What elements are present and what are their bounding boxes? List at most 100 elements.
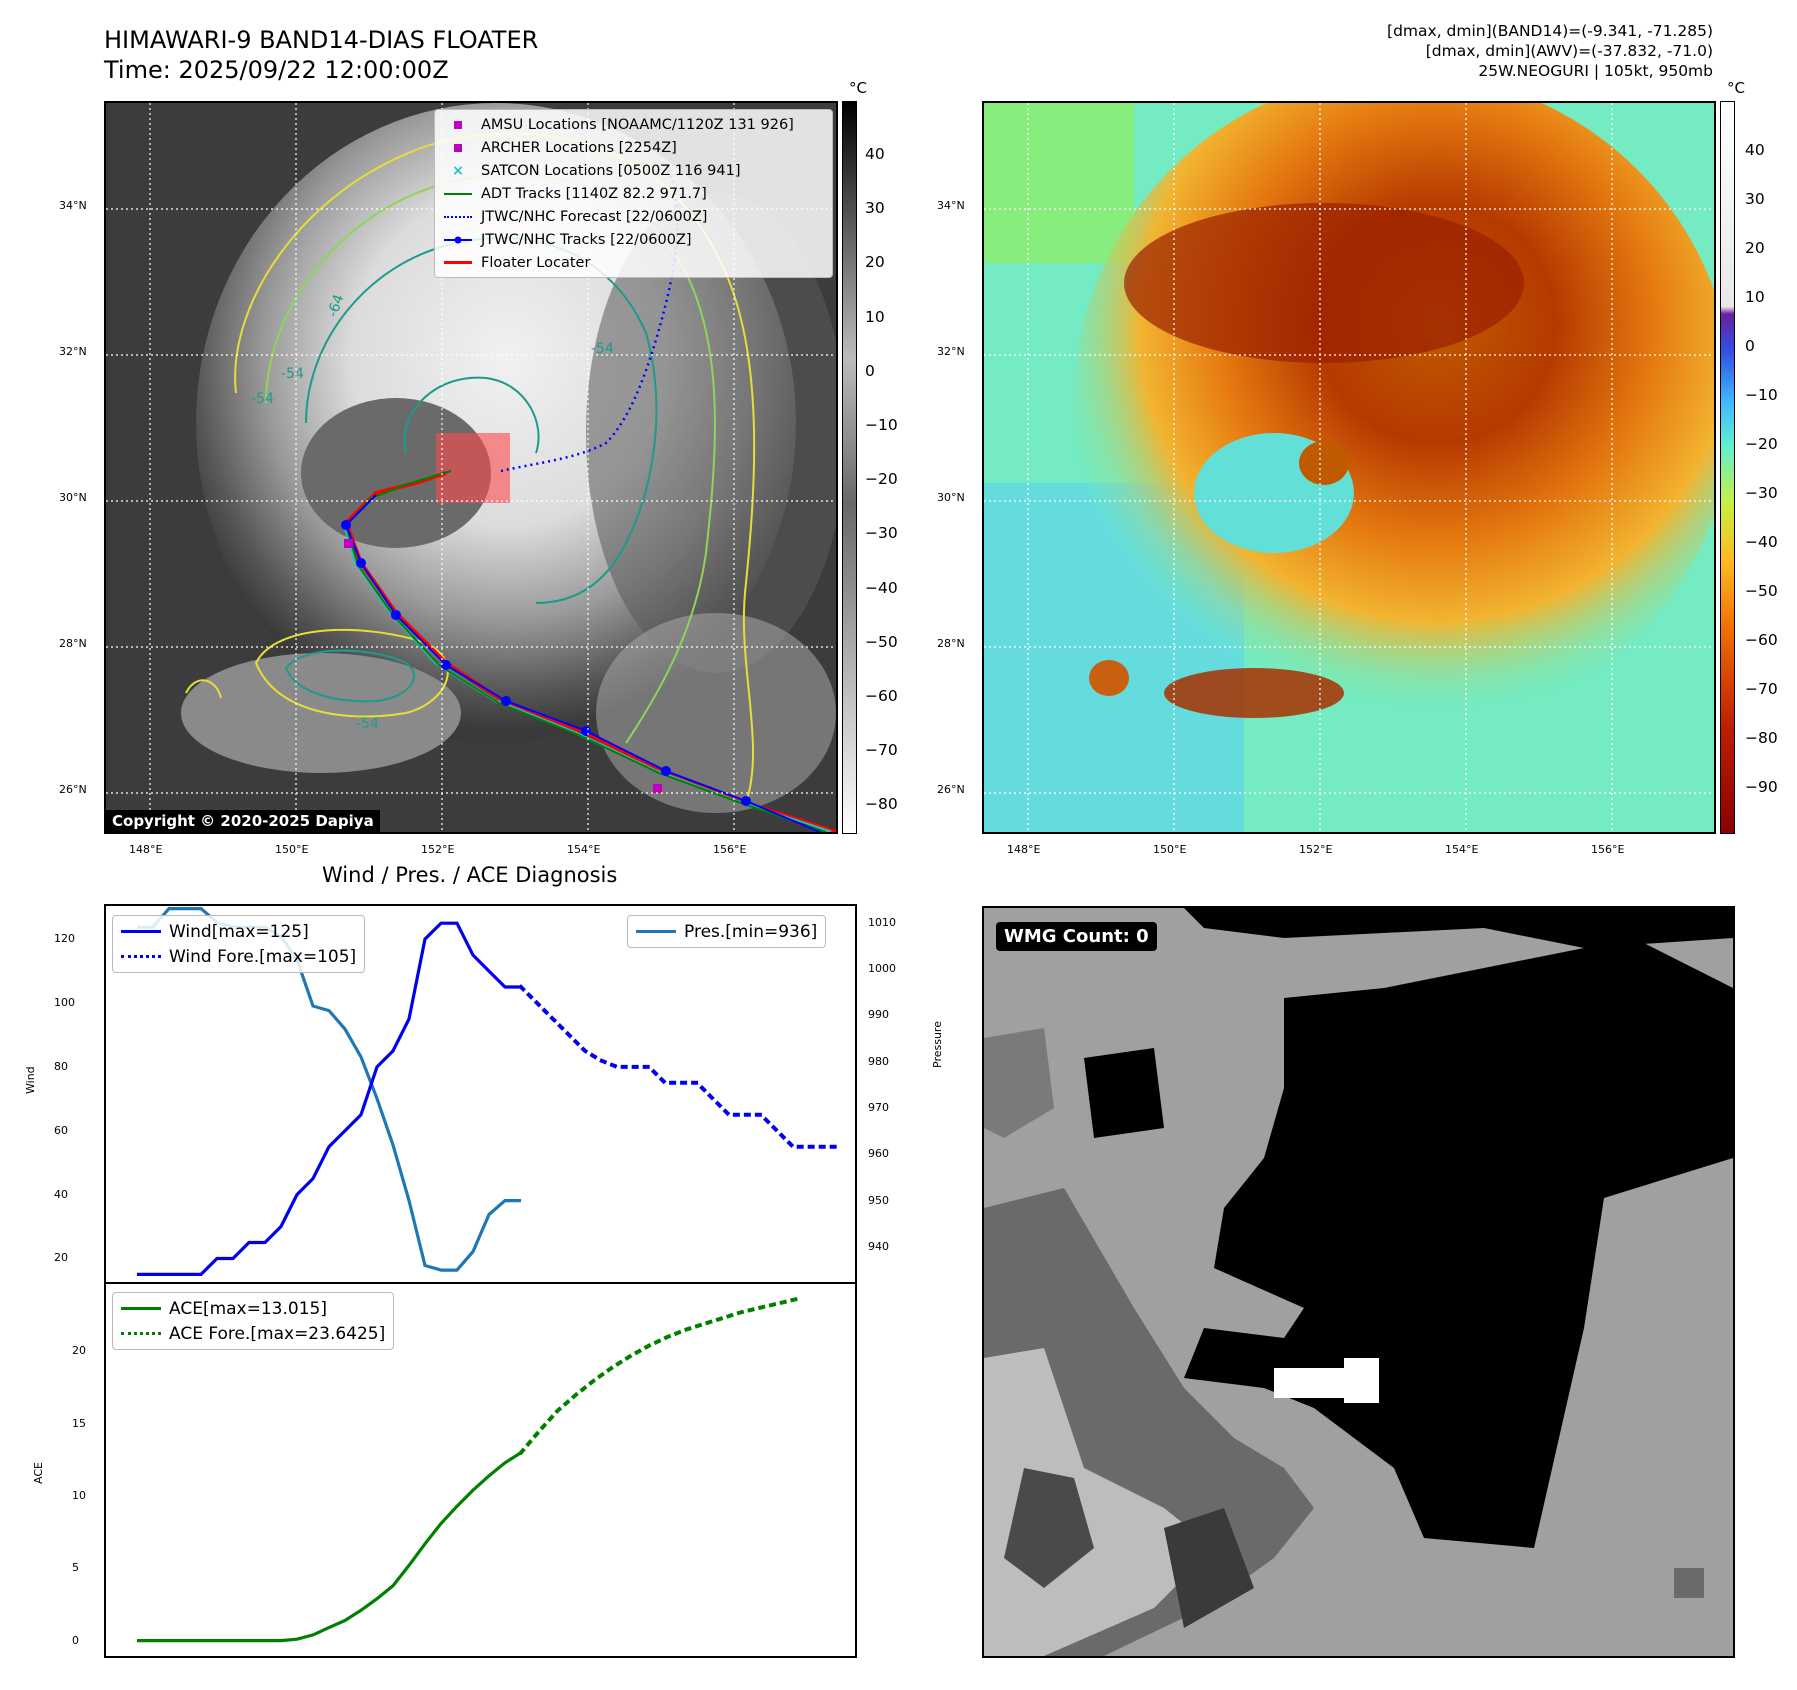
ace-tick-label: 20	[72, 1344, 86, 1358]
grayscale-colorbar	[842, 101, 857, 834]
ace-forecast-line	[518, 1296, 798, 1456]
ace-tick-label: 15	[72, 1416, 86, 1430]
ir-map-panel: -64 -54 -54 -54 -54 Copyright © 20	[104, 101, 838, 834]
copyright-badge: Copyright © 2020-2025 Dapiya	[106, 810, 380, 832]
satcon-x-icon: ×	[452, 162, 464, 179]
colorbar-tick: 30	[1745, 190, 1765, 208]
floater-track	[343, 471, 836, 832]
ace-legend: ACE[max=13.015] ACE Fore.[max=23.6425]	[112, 1292, 395, 1350]
pressure-tick-label: 950	[868, 1193, 889, 1207]
pressure-tick-label: 1000	[868, 961, 896, 975]
ace-line-icon	[121, 1307, 161, 1310]
lat-tick: 26°N	[937, 783, 965, 796]
track-line-dot-icon	[444, 236, 472, 243]
lon-tick: 156°E	[713, 843, 747, 856]
wind-tick-label: 20	[54, 1251, 68, 1265]
legend-item-tracks: JTWC/NHC Tracks [22/0600Z]	[435, 228, 832, 251]
colorbar-tick: −80	[865, 795, 898, 814]
ace-tick-label: 0	[72, 1633, 79, 1647]
pressure-line-icon	[636, 930, 676, 933]
wv-map-gridlines	[984, 103, 1714, 832]
lat-tick: 30°N	[59, 491, 87, 504]
legend-ace: ACE[max=13.015]	[113, 1296, 385, 1321]
ace-tick-label: 10	[72, 1489, 86, 1503]
ace-axis-label: ACE	[32, 1462, 45, 1484]
colorbar-tick: −60	[865, 687, 898, 705]
awv-range-text: [dmax, dmin](AWV)=(-37.832, -71.0)	[1425, 42, 1713, 60]
colorbar-tick: −40	[1745, 533, 1778, 551]
colorbar-tick: −50	[1745, 582, 1778, 600]
wind-tick-label: 80	[54, 1059, 68, 1073]
wind-tick-label: 40	[54, 1187, 68, 1201]
wv-colorbar	[1720, 101, 1735, 834]
forecast-dotted-icon	[444, 215, 472, 218]
wmg-count-badge: WMG Count: 0	[996, 922, 1157, 951]
legend-item-amsu: AMSU Locations [NOAAMC/1120Z 131 926]	[435, 113, 832, 136]
contour-label-4: -54	[356, 716, 379, 732]
wind-tick-label: 60	[54, 1123, 68, 1137]
colorbar-tick: −20	[1745, 435, 1778, 453]
colorbar-tick: 0	[1745, 337, 1755, 355]
ace-dotted-icon	[121, 1332, 161, 1335]
colorbar-tick: 40	[865, 145, 885, 163]
chart-time: Time: 2025/09/22 12:00:00Z	[104, 56, 449, 84]
colorbar-tick: −50	[865, 632, 898, 651]
amsu-marker	[653, 784, 662, 793]
pressure-tick-label: 980	[868, 1054, 889, 1068]
colorbar-tick: −10	[1745, 386, 1778, 404]
colorbar-unit-left: °C	[849, 79, 867, 97]
archer-square-icon	[454, 143, 462, 152]
legend-item-archer: ARCHER Locations [2254Z]	[435, 136, 832, 159]
colorbar-tick: −20	[865, 470, 898, 489]
colorbar-tick: −70	[1745, 680, 1778, 698]
colorbar-tick: −40	[865, 578, 898, 597]
lon-tick: 148°E	[1007, 843, 1041, 856]
legend-item-satcon: × SATCON Locations [0500Z 116 941]	[435, 159, 832, 182]
wind-tick-label: 100	[54, 995, 75, 1009]
pressure-line	[137, 906, 521, 1272]
wv-map-image	[984, 103, 1714, 832]
colorbar-tick: 30	[865, 199, 885, 218]
lat-tick: 28°N	[937, 637, 965, 650]
lon-tick: 148°E	[129, 843, 163, 856]
pressure-tick-label: 970	[868, 1100, 889, 1114]
lon-tick: 152°E	[1299, 843, 1333, 856]
wind-forecast-line	[518, 984, 843, 1149]
lon-tick: 156°E	[1591, 843, 1625, 856]
wind-line-icon	[121, 930, 161, 933]
pressure-legend: Pres.[min=936]	[627, 915, 827, 948]
colorbar-tick: 20	[1745, 239, 1765, 257]
legend-wind-forecast: Wind Fore.[max=105]	[113, 944, 364, 969]
contour-label-3: -54	[591, 341, 614, 357]
colorbar-tick: −30	[1745, 484, 1778, 502]
colorbar-tick: −30	[865, 524, 898, 543]
colorbar-tick: −10	[865, 416, 898, 434]
colorbar-unit-right: °C	[1727, 79, 1745, 97]
legend-wind: Wind[max=125]	[113, 919, 364, 944]
map-legend: AMSU Locations [NOAAMC/1120Z 131 926] AR…	[434, 109, 833, 278]
lon-tick: 150°E	[275, 843, 309, 856]
contour-label-1: -64	[325, 292, 348, 319]
wind-dotted-icon	[121, 955, 161, 958]
lat-tick: 30°N	[937, 491, 965, 504]
floater-line-icon	[444, 261, 472, 264]
colorbar-tick: 10	[1745, 288, 1765, 306]
wmg-image	[984, 908, 1733, 1656]
lat-tick: 32°N	[59, 345, 87, 358]
lat-tick: 34°N	[59, 199, 87, 212]
wind-legend: Wind[max=125] Wind Fore.[max=105]	[112, 915, 366, 973]
legend-item-adt: ADT Tracks [1140Z 82.2 971.7]	[435, 182, 832, 205]
wind-line	[137, 921, 521, 1276]
lat-tick: 34°N	[937, 199, 965, 212]
pressure-axis-label: Pressure	[931, 1021, 944, 1068]
floater-locator-box	[436, 433, 510, 503]
lon-tick: 150°E	[1153, 843, 1187, 856]
amsu-square-icon	[454, 120, 462, 129]
chart-title: HIMAWARI-9 BAND14-DIAS FLOATER	[104, 26, 539, 54]
legend-ace-forecast: ACE Fore.[max=23.6425]	[113, 1321, 385, 1346]
colorbar-tick: −90	[1745, 778, 1778, 796]
lon-tick: 152°E	[421, 843, 455, 856]
lat-tick: 28°N	[59, 637, 87, 650]
legend-pressure: Pres.[min=936]	[628, 919, 817, 944]
lon-tick: 154°E	[1445, 843, 1479, 856]
